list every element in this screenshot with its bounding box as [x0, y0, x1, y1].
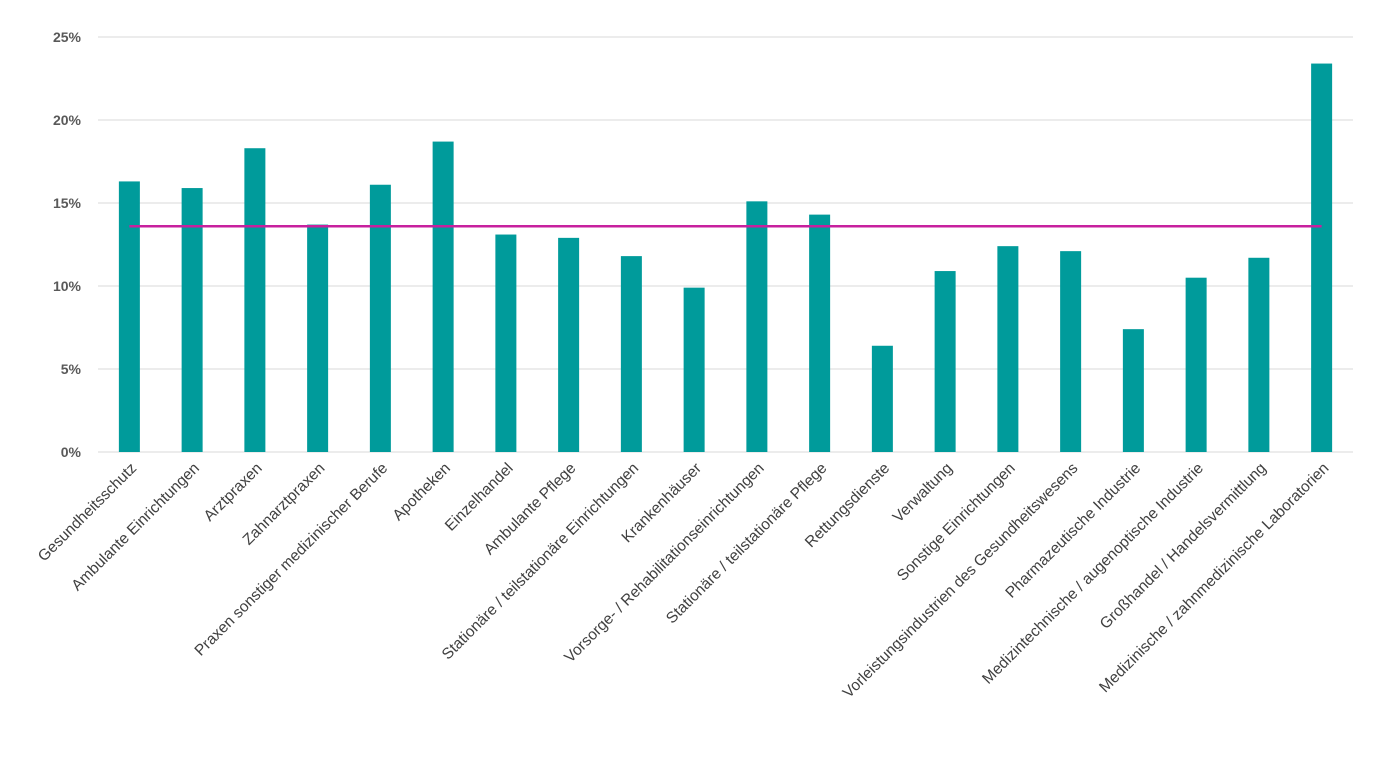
y-axis-ticks: 0% 5% 10% 15% 20% 25%: [53, 29, 82, 460]
bar: [181, 188, 203, 452]
x-tick-label: Vorleistungsindustrien des Gesundheitswe…: [840, 460, 1082, 702]
bar: [809, 214, 831, 452]
bar: [997, 246, 1019, 452]
bar: [1185, 277, 1207, 452]
x-tick-label: Sonstige Einrichtungen: [894, 460, 1019, 585]
bar: [683, 287, 705, 452]
y-tick-label: 5%: [61, 361, 82, 377]
x-tick-label: Medizinische / zahnmedizinische Laborato…: [1096, 460, 1332, 696]
bar: [307, 224, 329, 452]
bar: [432, 141, 454, 452]
y-tick-label: 25%: [53, 29, 82, 45]
x-tick-label: Ambulante Einrichtungen: [68, 460, 202, 594]
bar: [118, 181, 140, 453]
bar: [934, 271, 956, 452]
bar: [558, 237, 580, 452]
bar: [1248, 257, 1270, 452]
bar: [746, 201, 768, 452]
y-tick-label: 20%: [53, 112, 82, 128]
x-tick-label: Verwaltung: [890, 460, 956, 526]
bar: [495, 234, 517, 452]
x-tick-label: Arztpraxen: [201, 460, 266, 525]
bar: [620, 256, 642, 452]
x-tick-label: Medizintechnische / augenoptische Indust…: [979, 460, 1207, 688]
bar: [1060, 251, 1082, 452]
bar: [369, 184, 391, 453]
y-tick-label: 15%: [53, 195, 82, 211]
bar: [871, 345, 893, 452]
y-tick-label: 10%: [53, 278, 82, 294]
bars: [118, 63, 1333, 453]
bar: [244, 148, 266, 452]
bar: [1311, 63, 1333, 453]
gridlines: [98, 36, 1353, 453]
bar: [1122, 329, 1144, 452]
x-tick-label: Apotheken: [390, 460, 454, 524]
y-tick-label: 0%: [61, 444, 82, 460]
